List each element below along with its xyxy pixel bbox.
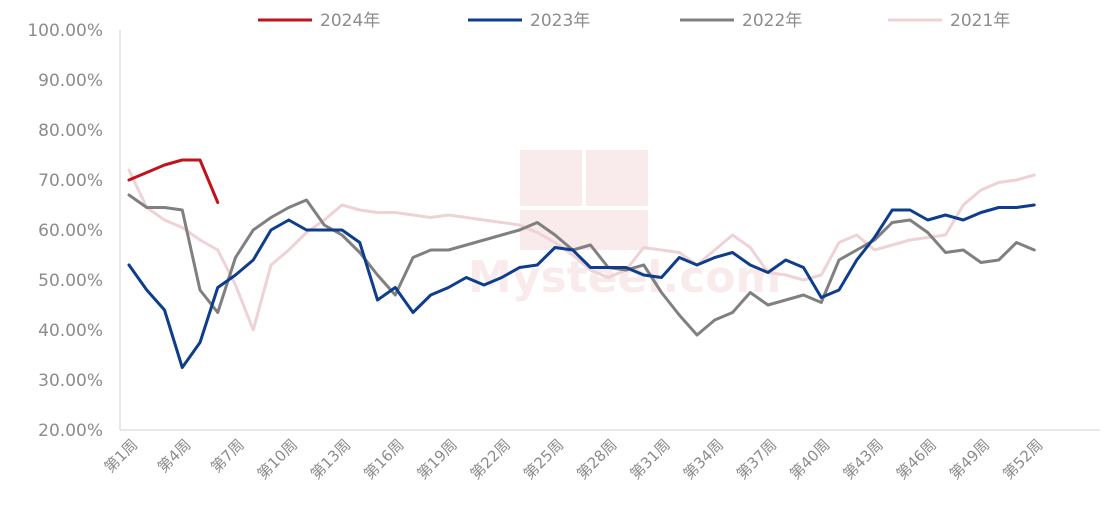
series-line-2021 xyxy=(127,168,1036,332)
x-tick-label: 第52周 xyxy=(999,436,1046,483)
x-tick: 第25周 xyxy=(520,436,567,483)
x-tick-label: 第10周 xyxy=(254,436,301,483)
y-tick-label: 20.00% xyxy=(38,421,103,441)
series-line-2024 xyxy=(127,158,220,204)
y-tick-label: 70.00% xyxy=(38,171,103,191)
x-tick-label: 第13周 xyxy=(307,436,354,483)
axes xyxy=(119,30,1100,431)
x-tick-label: 第31周 xyxy=(626,436,673,483)
x-tick: 第46周 xyxy=(893,436,940,483)
y-tick-label: 30.00% xyxy=(38,371,103,391)
x-tick-label: 第46周 xyxy=(893,436,940,483)
x-tick-label: 第22周 xyxy=(467,436,514,483)
y-axis-ticks: 20.00% 30.00% 40.00% 50.00% 60.00% 70.00% 80.0… xyxy=(27,21,103,441)
x-tick-label: 第28周 xyxy=(573,436,620,483)
y-tick-label: 60.00% xyxy=(38,221,103,241)
x-tick-label: 第49周 xyxy=(946,436,993,483)
svg-text:Mysteel.com: Mysteel.com xyxy=(468,252,781,303)
y-tick-label: 50.00% xyxy=(38,271,103,291)
x-tick: 第7周 xyxy=(207,436,248,477)
series-lines xyxy=(127,158,1036,369)
x-tick: 第40周 xyxy=(786,436,833,483)
y-tick-label: 100.00% xyxy=(27,21,103,41)
series-line-2022 xyxy=(127,193,1036,337)
x-tick-label: 第7周 xyxy=(207,436,248,477)
x-tick-label: 第1周 xyxy=(101,436,142,477)
y-tick-label: 40.00% xyxy=(38,321,103,341)
x-tick: 第52周 xyxy=(999,436,1046,483)
x-tick-label: 第16周 xyxy=(360,436,407,483)
x-tick: 第31周 xyxy=(626,436,673,483)
x-tick: 第28周 xyxy=(573,436,620,483)
x-tick: 第10周 xyxy=(254,436,301,483)
x-tick: 第43周 xyxy=(839,436,886,483)
x-tick: 第19周 xyxy=(413,436,460,483)
x-tick: 第49周 xyxy=(946,436,993,483)
legend: 2024年 2023年 2022年 2021年 xyxy=(258,11,1010,31)
x-tick: 第22周 xyxy=(467,436,514,483)
x-tick: 第34周 xyxy=(680,436,727,483)
x-tick-label: 第40周 xyxy=(786,436,833,483)
series-line-2023 xyxy=(127,203,1036,369)
x-tick-label: 第37周 xyxy=(733,436,780,483)
x-tick-label: 第43周 xyxy=(839,436,886,483)
y-tick-label: 80.00% xyxy=(38,121,103,141)
watermark: Mysteel.com xyxy=(468,150,781,303)
legend-label: 2022年 xyxy=(742,11,802,31)
x-tick-label: 第34周 xyxy=(680,436,727,483)
x-tick-label: 第4周 xyxy=(154,436,195,477)
x-tick-label: 第19周 xyxy=(413,436,460,483)
x-axis-ticks: 第1周 第4周 第7周 第10周 第13周 第16周 第19周 第22周 第25周 第28周 第31… xyxy=(101,436,1047,483)
x-tick: 第1周 xyxy=(101,436,142,477)
x-tick: 第13周 xyxy=(307,436,354,483)
legend-label: 2023年 xyxy=(530,11,590,31)
legend-label: 2024年 xyxy=(320,11,380,31)
legend-label: 2021年 xyxy=(950,11,1010,31)
x-tick-label: 第25周 xyxy=(520,436,567,483)
y-tick-label: 90.00% xyxy=(38,71,103,91)
x-tick: 第16周 xyxy=(360,436,407,483)
x-tick: 第37周 xyxy=(733,436,780,483)
x-tick: 第4周 xyxy=(154,436,195,477)
